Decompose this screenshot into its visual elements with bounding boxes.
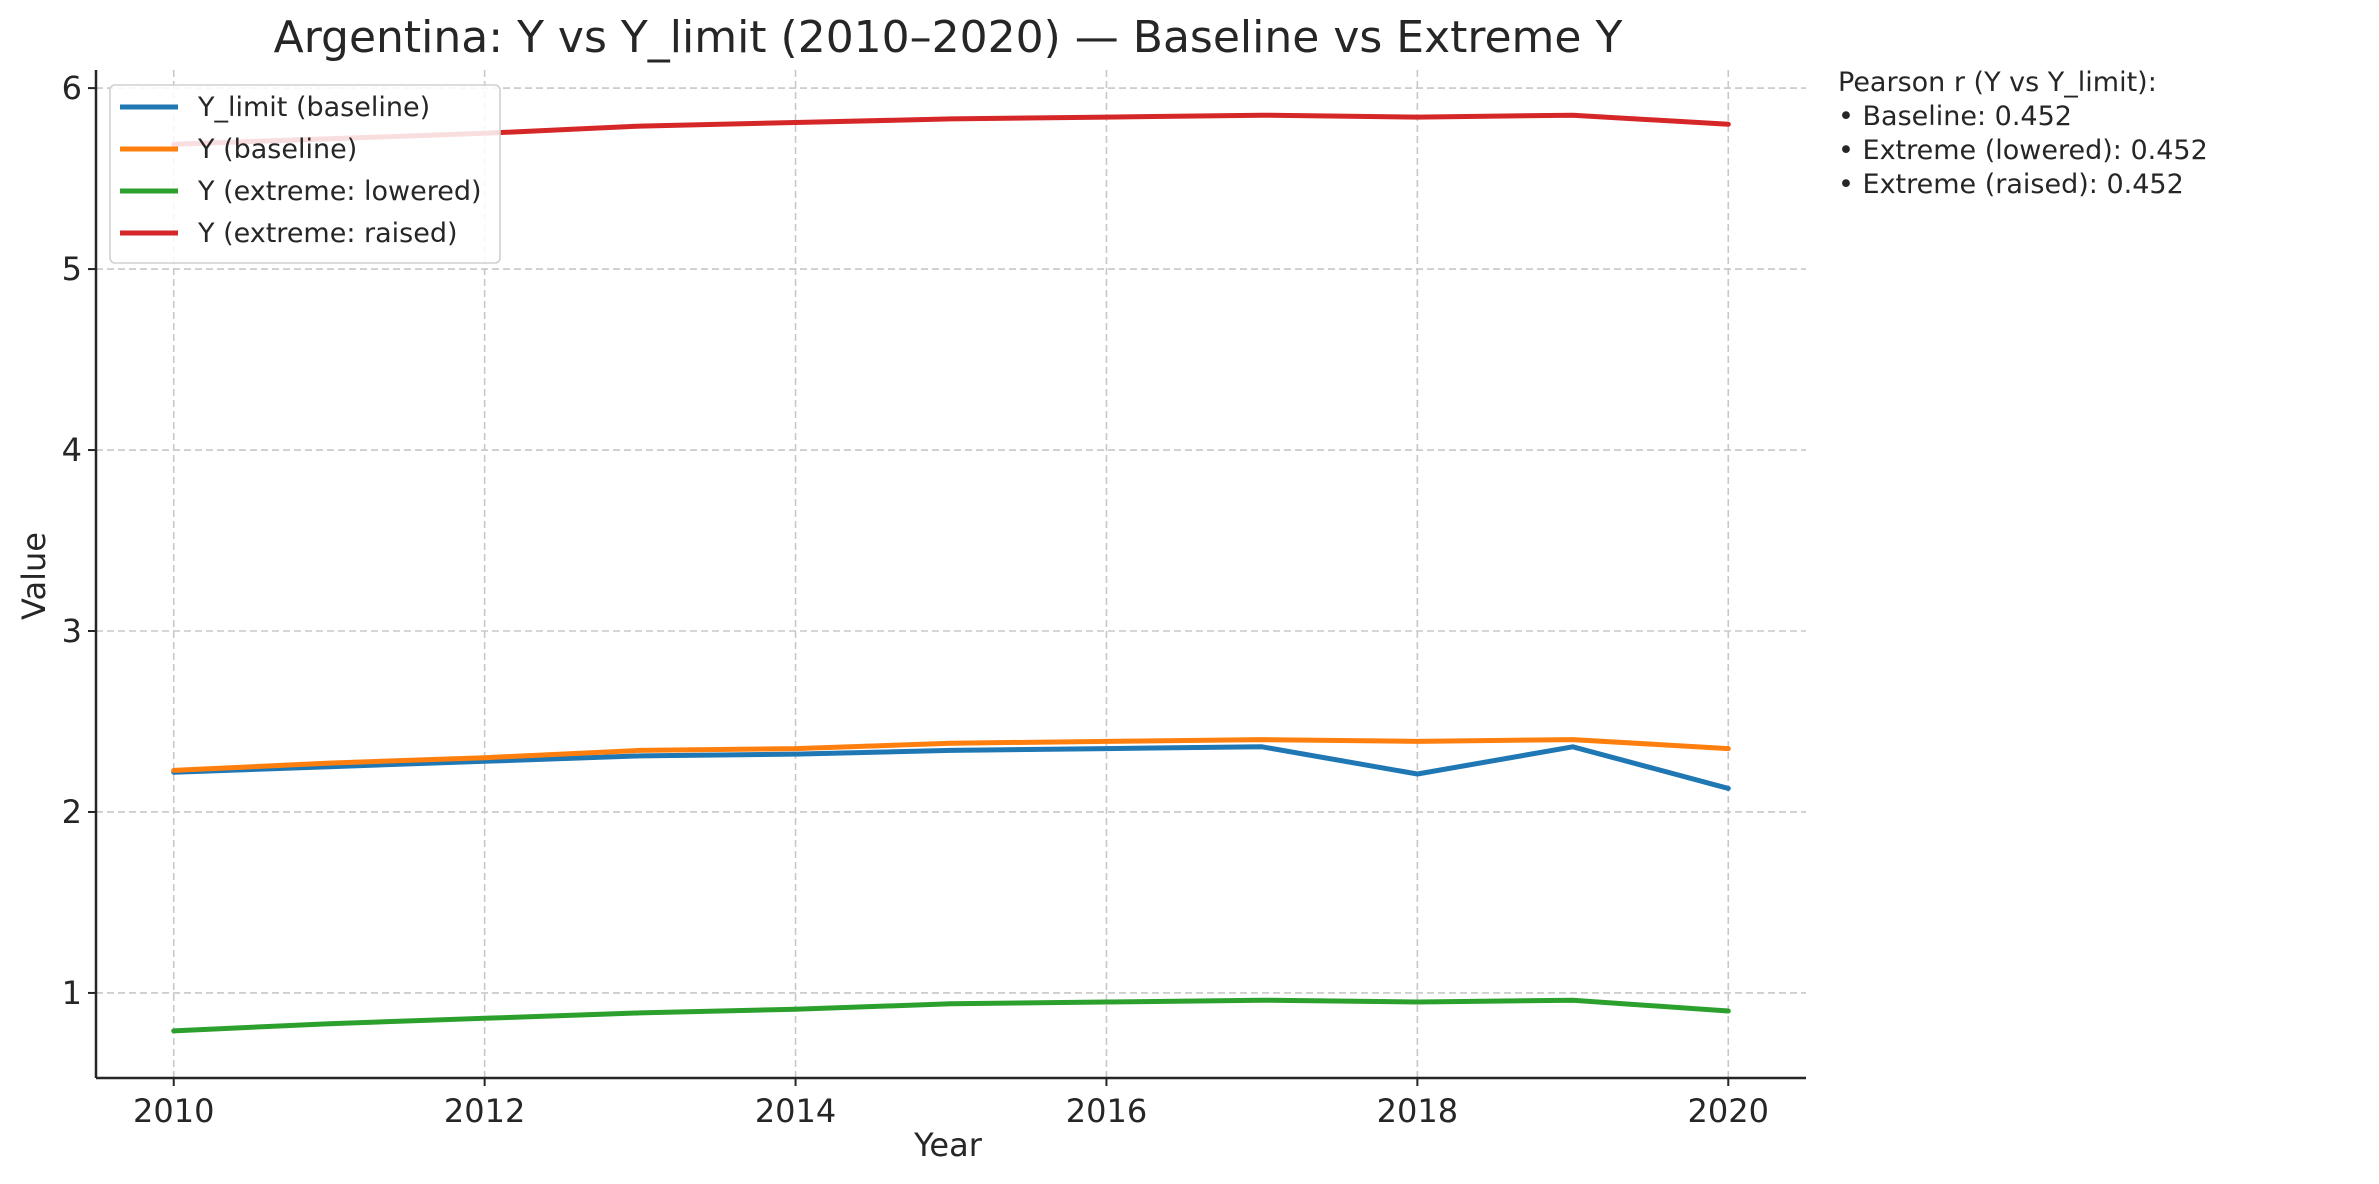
- annotation-line-baseline: • Baseline: 0.452: [1838, 101, 2072, 132]
- y-axis-label: Value: [15, 532, 53, 620]
- tick-labels: 2010 2012 2014 2016 2018 2020 1 2 3 4 5 6: [62, 69, 1769, 1130]
- chart-title: Argentina: Y vs Y_limit (2010–2020) — Ba…: [274, 12, 1623, 63]
- series-line-2: [171, 997, 1731, 1034]
- x-tick-label: 2018: [1377, 1092, 1458, 1130]
- y-tick-label: 6: [62, 69, 82, 107]
- x-tick-label: 2010: [133, 1092, 214, 1130]
- y-tick-label: 1: [62, 974, 82, 1012]
- pearson-annotation: Pearson r (Y vs Y_limit): • Baseline: 0.…: [1838, 66, 2208, 202]
- legend-box: [109, 84, 501, 264]
- legend-label-2: Y (extreme: lowered): [197, 176, 482, 207]
- series-line-0: [171, 744, 1731, 791]
- x-tick-label: 2014: [755, 1092, 836, 1130]
- x-tick-label: 2012: [444, 1092, 525, 1130]
- grid: [96, 70, 1806, 1078]
- axes: [94, 70, 1806, 1080]
- legend-label-0: Y_limit (baseline): [197, 92, 430, 123]
- legend-label-1: Y (baseline): [197, 134, 357, 165]
- legend-label-3: Y (extreme: raised): [197, 218, 458, 249]
- y-tick-label: 3: [62, 612, 82, 650]
- x-tick-label: 2016: [1066, 1092, 1147, 1130]
- legend: Y_limit (baseline) Y (baseline) Y (extreme…: [109, 84, 501, 264]
- y-tick-label: 5: [62, 250, 82, 288]
- annotation-line-raised: • Extreme (raised): 0.452: [1838, 169, 2184, 200]
- y-tick-label: 2: [62, 793, 82, 831]
- annotation-heading: Pearson r (Y vs Y_limit):: [1838, 67, 2157, 98]
- annotation-line-lowered: • Extreme (lowered): 0.452: [1838, 135, 2208, 166]
- x-tick-label: 2020: [1688, 1092, 1769, 1130]
- y-tick-label: 4: [62, 431, 82, 469]
- x-axis-label: Year: [913, 1126, 983, 1164]
- series-line-1: [171, 737, 1731, 773]
